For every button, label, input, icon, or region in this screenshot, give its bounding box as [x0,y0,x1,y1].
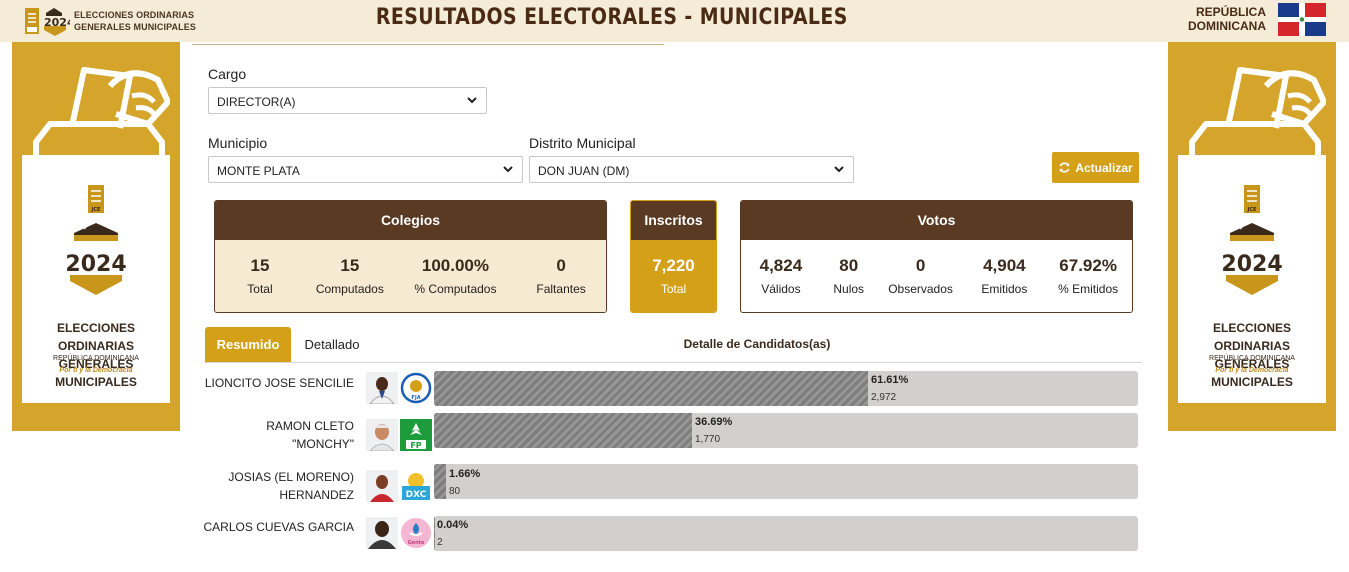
colegios-title: Colegios [215,201,606,240]
stat-validos: 4,824 Válidos [759,256,803,296]
distrito-value: DON JUAN (DM) [538,164,630,178]
svg-text:2024: 2024 [44,16,70,29]
svg-text:2024: 2024 [66,252,126,277]
vote-percent: 0.04% [437,519,469,531]
brand: 2024 ELECCIONES ORDINARIAS GENERALES MUN… [22,4,196,38]
vote-bar-track [434,516,1138,551]
detail-title: Detalle de Candidatos(as) [683,337,831,351]
svg-text:Gente: Gente [408,540,425,546]
fp-party-logo-icon: FP [400,419,432,451]
votos-title: Votos [741,201,1132,240]
stat-total: 15 Total [247,256,273,296]
brand-line2: GENERALES MUNICIPALES [74,22,196,32]
banner-slogan: Por ti y la Democracia [59,367,133,374]
vote-percent: 61.61% [871,374,909,386]
tabs-divider [205,362,1142,363]
svg-text:JCE: JCE [91,207,102,213]
banner-title: ELECCIONES ORDINARIAS GENERALES MUNICIPA… [55,321,137,389]
stat-faltantes: 0 Faltantes [536,256,586,296]
vote-bar-track [434,371,1138,406]
stat-pct-computados: 100.00% % Computados [414,256,497,296]
vote-count: 2 [437,537,443,548]
inscritos-panel: Inscritos 7,220 Total [630,200,717,313]
vote-bar-fill [434,371,868,406]
vote-bar-fill [434,413,692,448]
cargo-select[interactable]: DIRECTOR(A) [208,87,487,114]
ballot-box-hand-icon [1189,67,1326,164]
election-2024-emblem: JCE 2024 [66,185,126,295]
vote-count: 2,972 [871,392,897,403]
svg-text:DXC: DXC [406,490,427,500]
banner-subtitle: REPÚBLICA DOMINICANA [53,355,139,362]
svg-text:FJA: FJA [411,395,420,401]
banner-subtitle: REPÚBLICA DOMINICANA [1209,355,1295,362]
left-banner: JCE 2024 ELECCIONES ORDINARIAS GENERALES… [12,42,180,431]
update-button[interactable]: Actualizar [1052,152,1139,183]
banner-card: JCE 2024 ELECCIONES ORDINARIAS GENERALES… [22,155,170,403]
chevron-down-icon [467,97,477,104]
gente-party-logo-icon: Gente [401,518,431,548]
municipio-select[interactable]: MONTE PLATA [208,156,523,183]
svg-text:JCE: JCE [1247,207,1258,213]
dominican-flag-icon [1278,3,1326,36]
vote-bar-track [434,413,1138,448]
svg-text:2024: 2024 [1222,252,1282,277]
tab-resumido[interactable]: Resumido [205,327,291,362]
vote-count: 80 [449,486,461,497]
title-underline [192,44,664,45]
right-banner: JCE 2024 ELECCIONES ORDINARIAS GENERALES… [1168,42,1336,431]
candidate-name: LIONCITO JOSE SENCILIE [204,376,354,390]
cargo-value: DIRECTOR(A) [217,95,296,109]
stat-pct-emitidos: 67.92% % Emitidos [1058,256,1119,296]
banner-title: ELECCIONES ORDINARIAS GENERALES MUNICIPA… [1211,321,1293,389]
municipio-value: MONTE PLATA [217,164,300,178]
vote-percent: 1.66% [449,468,481,480]
distrito-select[interactable]: DON JUAN (DM) [529,156,854,183]
refresh-icon [1059,162,1070,173]
stat-nulos: 80 Nulos [833,256,865,296]
ballot-box-hand-icon [33,67,170,164]
page-title: RESULTADOS ELECTORALES - MUNICIPALES [375,5,848,30]
update-button-label: Actualizar [1075,160,1133,175]
election-2024-emblem: JCE 2024 [1222,185,1282,295]
stat-observados: 0 Observados [888,256,953,296]
cargo-label: Cargo [208,66,247,82]
candidate-photo [366,517,398,549]
municipio-label: Municipio [208,135,268,151]
country-label: REPÚBLICA DOMINICANA [1188,5,1266,33]
chevron-down-icon [503,166,513,173]
colegios-panel: Colegios 15 Total 15 Computados 100.00% … [214,200,607,313]
tab-detallado[interactable]: Detallado [304,337,360,352]
candidate-name: RAMON CLETO "MONCHY" [266,419,354,451]
banner-slogan: Por ti y la Democracia [1215,367,1289,374]
chevron-down-icon [834,166,844,173]
dxc-party-logo-icon: DXC [400,470,432,502]
fja-party-logo-icon: FJA [400,372,432,404]
banner-card: JCE 2024 ELECCIONES ORDINARIAS GENERALES… [1178,155,1326,403]
inscritos-title: Inscritos [631,201,716,240]
distrito-label: Distrito Municipal [529,135,636,151]
vote-bar-track [434,464,1138,499]
brand-line1: ELECCIONES ORDINARIAS [74,10,195,20]
candidate-name: CARLOS CUEVAS GARCIA [203,520,354,534]
candidate-name: JOSIAS (EL MORENO) HERNANDEZ [228,470,354,502]
stat-emitidos: 4,904 Emitidos [981,256,1028,296]
stat-inscritos-total: 7,220 Total [652,256,695,296]
vote-percent: 36.69% [695,416,733,428]
candidate-photo [366,372,398,404]
votos-panel: Votos 4,824 Válidos 80 Nulos 0 Observado… [740,200,1133,313]
svg-text:FP: FP [410,441,421,450]
candidate-photo [366,470,398,502]
vote-bar-fill [434,464,446,499]
top-header: 2024 ELECCIONES ORDINARIAS GENERALES MUN… [0,0,1349,42]
vote-bar-fill [434,516,435,551]
stat-computados: 15 Computados [315,256,384,296]
vote-count: 1,770 [695,434,721,445]
jce-2024-logo: 2024 [25,8,70,36]
candidate-photo [366,419,398,451]
